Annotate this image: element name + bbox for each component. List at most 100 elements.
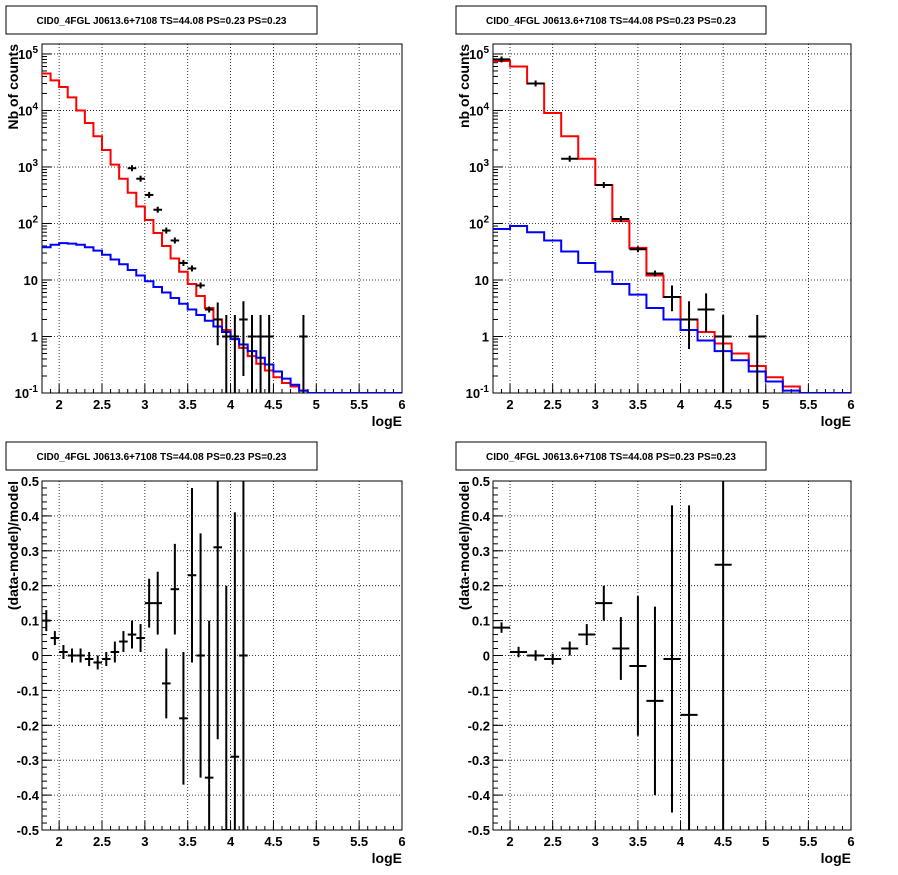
x-tick-label: 2 — [56, 834, 63, 849]
residual-point — [110, 641, 120, 663]
residual-point — [187, 487, 197, 663]
y-tick-label: 105 — [469, 45, 489, 62]
data-point — [162, 227, 171, 234]
y-tick-label: 0 — [483, 649, 490, 664]
chart-panel-1: CID0_4FGL J0613.6+7108 TS=44.08 PS=0.23 … — [5, 5, 406, 429]
residual-point — [629, 596, 647, 736]
title-box — [5, 5, 318, 35]
x-tick-label: 4.5 — [714, 397, 732, 412]
x-tick-label: 3 — [592, 834, 599, 849]
x-tick-label: 4.5 — [264, 397, 282, 412]
chart-panel-3: CID0_4FGL J0613.6+7108 TS=44.08 PS=0.23 … — [5, 441, 406, 866]
y-tick-label: 10-1 — [466, 384, 490, 401]
x-tick-label: 2 — [506, 397, 513, 412]
residual-point — [213, 481, 222, 740]
residual-point — [561, 641, 579, 656]
residual-point — [663, 505, 681, 813]
residual-point — [42, 610, 51, 632]
residual-point — [612, 617, 630, 680]
x-axis-label: logE — [372, 413, 402, 429]
residual-point — [527, 650, 545, 661]
x-tick-label: 3.5 — [179, 397, 197, 412]
data-point — [493, 56, 511, 63]
plot-area — [42, 72, 402, 393]
y-tick-label: 0 — [32, 649, 39, 664]
x-tick-label: 6 — [398, 834, 405, 849]
residual-point — [230, 512, 240, 830]
data-point — [697, 293, 715, 333]
data-point — [127, 165, 137, 172]
x-axis-label: logE — [821, 413, 851, 429]
y-tick-label: -0.1 — [468, 683, 490, 698]
residual-point — [50, 631, 60, 646]
y-tick-label: 103 — [18, 158, 38, 175]
data-point — [561, 155, 579, 162]
y-tick-label: -0.2 — [468, 718, 490, 733]
plot-area — [42, 481, 248, 830]
y-axis-label: (data-model)/model — [456, 481, 472, 610]
y-tick-label: 102 — [18, 214, 38, 231]
x-tick-label: 3.5 — [179, 834, 197, 849]
residual-point — [102, 652, 111, 666]
y-tick-label: -0.3 — [17, 753, 39, 768]
chart-title: CID0_4FGL J0613.6+7108 TS=44.08 PS=0.23 … — [486, 16, 736, 27]
data-point — [213, 302, 222, 346]
y-tick-label: 10 — [24, 273, 38, 288]
residual-point — [119, 631, 128, 653]
residual-point — [162, 648, 171, 719]
model-source-histogram — [493, 225, 851, 393]
residual-point — [239, 481, 248, 830]
x-tick-label: 5 — [313, 834, 320, 849]
y-tick-label: 0.2 — [472, 579, 490, 594]
y-tick-label: -0.4 — [17, 788, 40, 803]
data-point — [144, 191, 154, 198]
data-point — [256, 315, 265, 393]
x-tick-label: 2.5 — [544, 397, 562, 412]
x-tick-label: 4 — [227, 834, 235, 849]
y-tick-label: -0.5 — [17, 823, 39, 838]
x-tick-label: 2.5 — [93, 834, 111, 849]
y-tick-label: -0.3 — [468, 753, 490, 768]
data-point — [170, 237, 180, 244]
residual-point — [714, 481, 732, 830]
residual-point — [153, 571, 162, 635]
plot-frame — [492, 43, 852, 394]
data-point — [714, 315, 732, 393]
y-axis-label: nb of counts — [456, 44, 472, 128]
x-tick-label: 5.5 — [350, 397, 368, 412]
data-point — [222, 315, 231, 393]
x-axis-label: logE — [821, 850, 851, 866]
data-point — [595, 181, 613, 188]
y-tick-label: 0.4 — [21, 509, 40, 524]
y-tick-label: 0.1 — [21, 614, 39, 629]
residual-point — [67, 648, 77, 663]
x-axis-label: logE — [372, 850, 402, 866]
residual-point — [84, 652, 94, 666]
x-tick-label: 5 — [762, 834, 769, 849]
title-box — [455, 441, 767, 471]
x-tick-label: 3 — [592, 397, 599, 412]
data-point — [646, 270, 664, 277]
x-tick-label: 5.5 — [799, 397, 817, 412]
y-tick-label: 1 — [482, 329, 489, 344]
x-tick-label: 5 — [313, 397, 320, 412]
y-tick-label: 102 — [469, 214, 489, 231]
plot-area — [493, 481, 732, 830]
x-tick-label: 6 — [398, 397, 405, 412]
y-tick-label: 104 — [469, 101, 489, 118]
residual-point — [179, 652, 188, 785]
y-tick-label: -0.4 — [468, 788, 491, 803]
model-source-histogram — [42, 242, 402, 393]
residual-point — [595, 585, 613, 621]
residual-point — [136, 624, 145, 653]
data-point — [196, 282, 205, 289]
y-axis-label: (data-model)/model — [5, 481, 21, 610]
residual-point — [93, 655, 102, 670]
data-point — [663, 285, 681, 312]
chart-title: CID0_4FGL J0613.6+7108 TS=44.08 PS=0.23 … — [37, 452, 287, 463]
title-box — [5, 441, 318, 471]
y-tick-label: 105 — [18, 45, 38, 62]
residual-point — [222, 585, 231, 830]
x-tick-label: 4 — [677, 397, 685, 412]
